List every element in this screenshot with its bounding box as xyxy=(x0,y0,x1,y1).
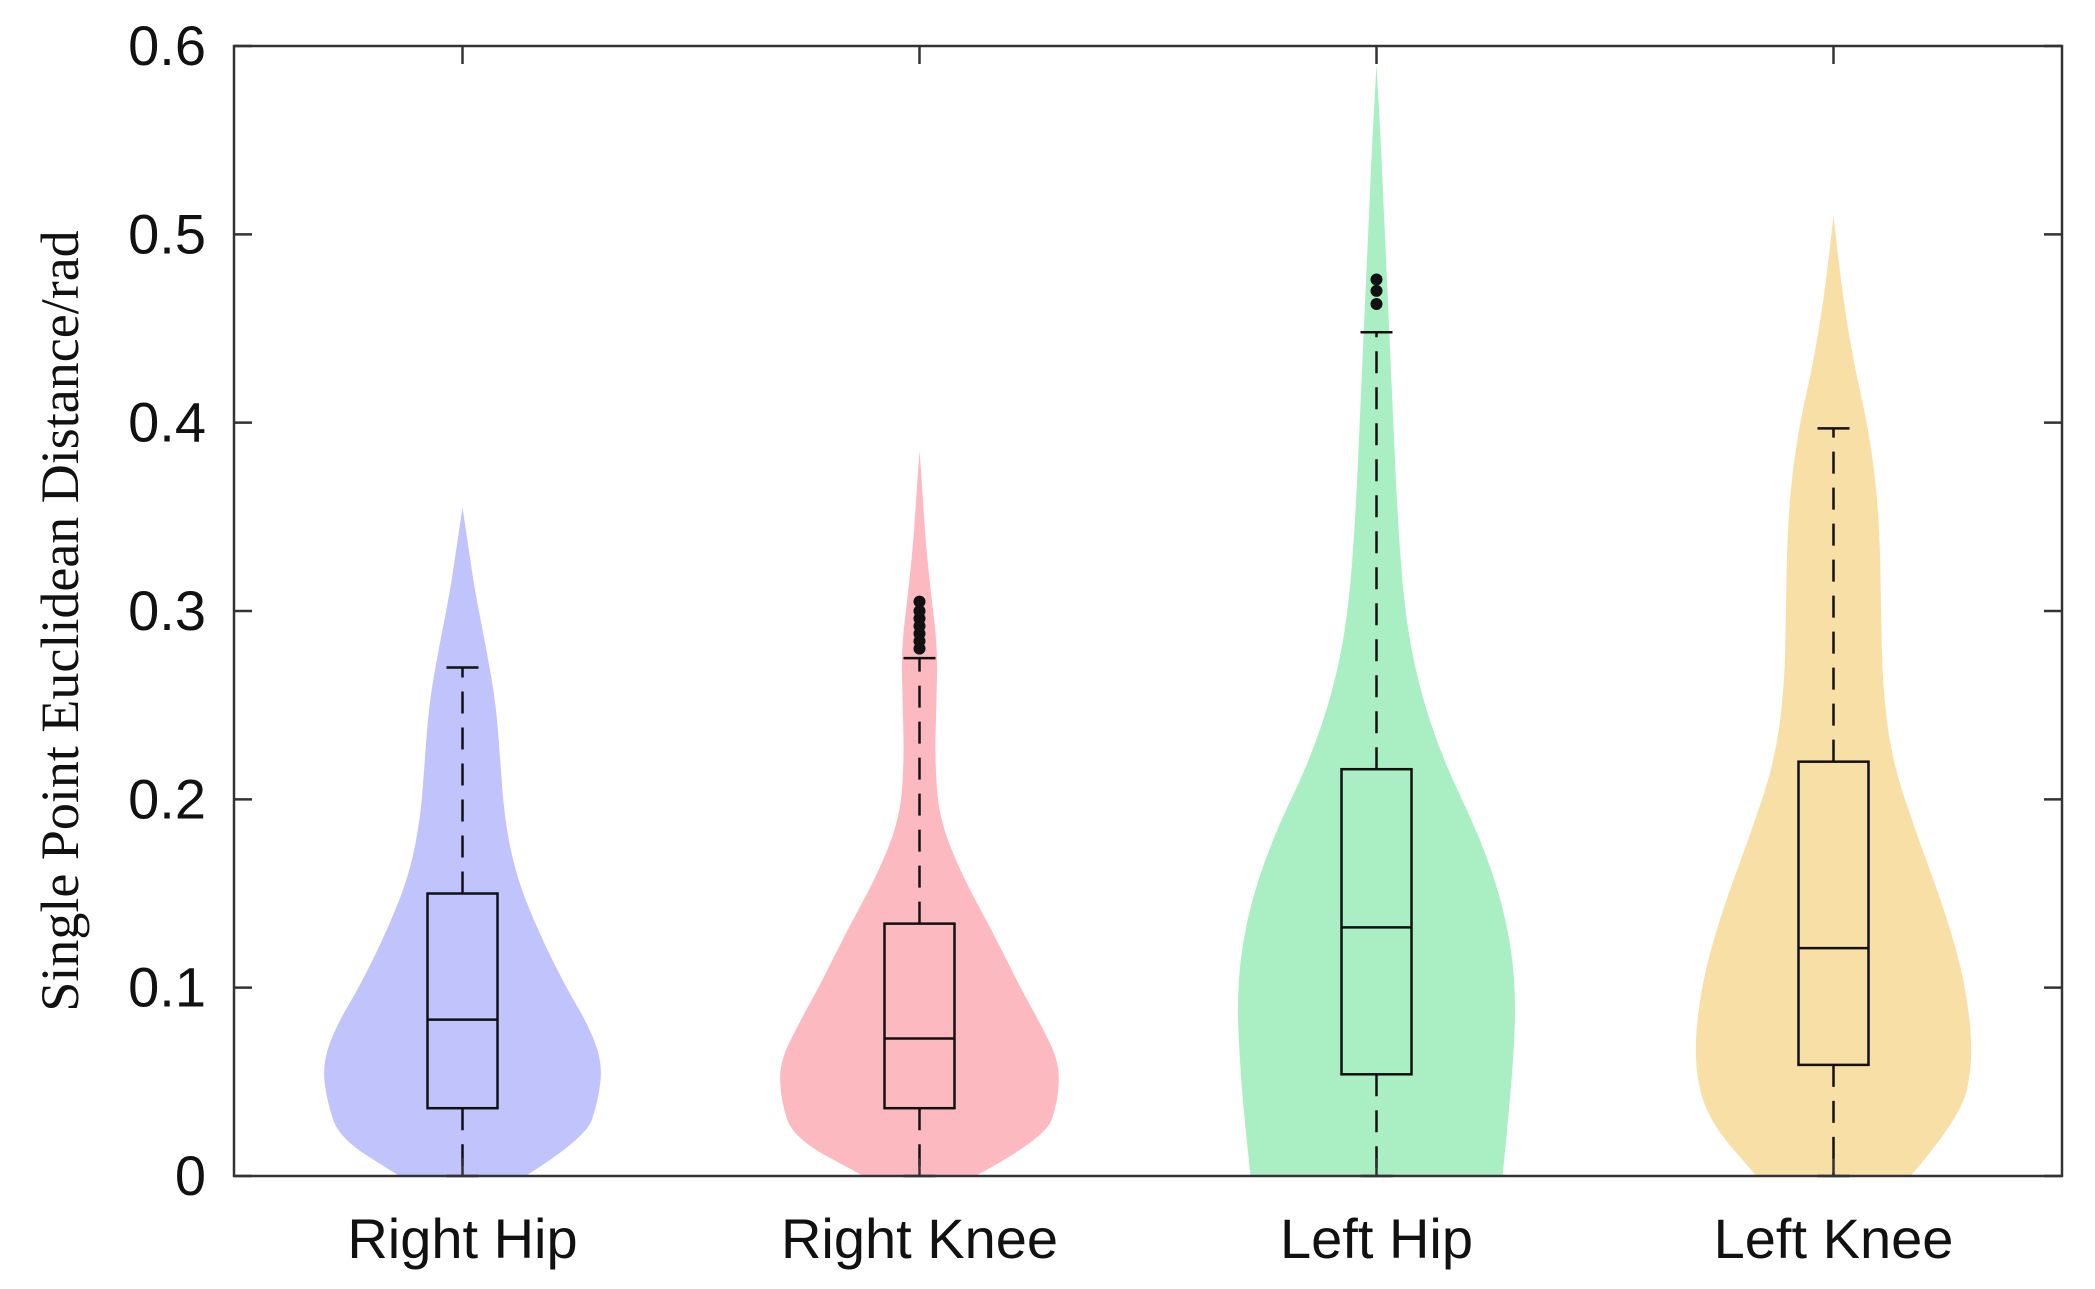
outlier-point xyxy=(1370,298,1383,311)
x-category-label: Left Knee xyxy=(1714,1207,1954,1270)
violin-left-knee xyxy=(1695,215,1972,1176)
y-tick-label: 0.3 xyxy=(128,579,206,642)
y-axis-label: Single Point Euclidean Distance/rad xyxy=(30,230,90,1011)
outlier-point xyxy=(1370,284,1383,297)
x-axis: Right Hip Right Knee Left Hip Left Knee xyxy=(347,46,1953,1270)
iqr-box xyxy=(1340,767,1413,1076)
x-category-label: Left Hip xyxy=(1280,1207,1473,1270)
y-tick-label: 0 xyxy=(175,1144,206,1207)
outlier-point xyxy=(1370,273,1383,286)
iqr-box xyxy=(1797,760,1870,1067)
y-tick-label: 0.2 xyxy=(128,767,206,830)
boxplots-layer xyxy=(426,273,1870,1178)
iqr-box xyxy=(426,892,499,1110)
outlier-point xyxy=(913,605,926,617)
violins-layer xyxy=(324,64,1972,1177)
y-tick-label: 0.4 xyxy=(128,391,206,454)
y-tick-label: 0.5 xyxy=(128,202,206,265)
iqr-box xyxy=(883,922,956,1110)
outlier-point xyxy=(913,595,926,608)
x-category-label: Right Hip xyxy=(347,1207,577,1270)
y-axis: 0 0.1 0.2 0.3 0.4 0.5 0.6 xyxy=(128,14,2062,1207)
y-tick-label: 0.1 xyxy=(128,956,206,1019)
y-tick-label: 0.6 xyxy=(128,14,206,77)
x-category-label: Right Knee xyxy=(781,1207,1058,1270)
